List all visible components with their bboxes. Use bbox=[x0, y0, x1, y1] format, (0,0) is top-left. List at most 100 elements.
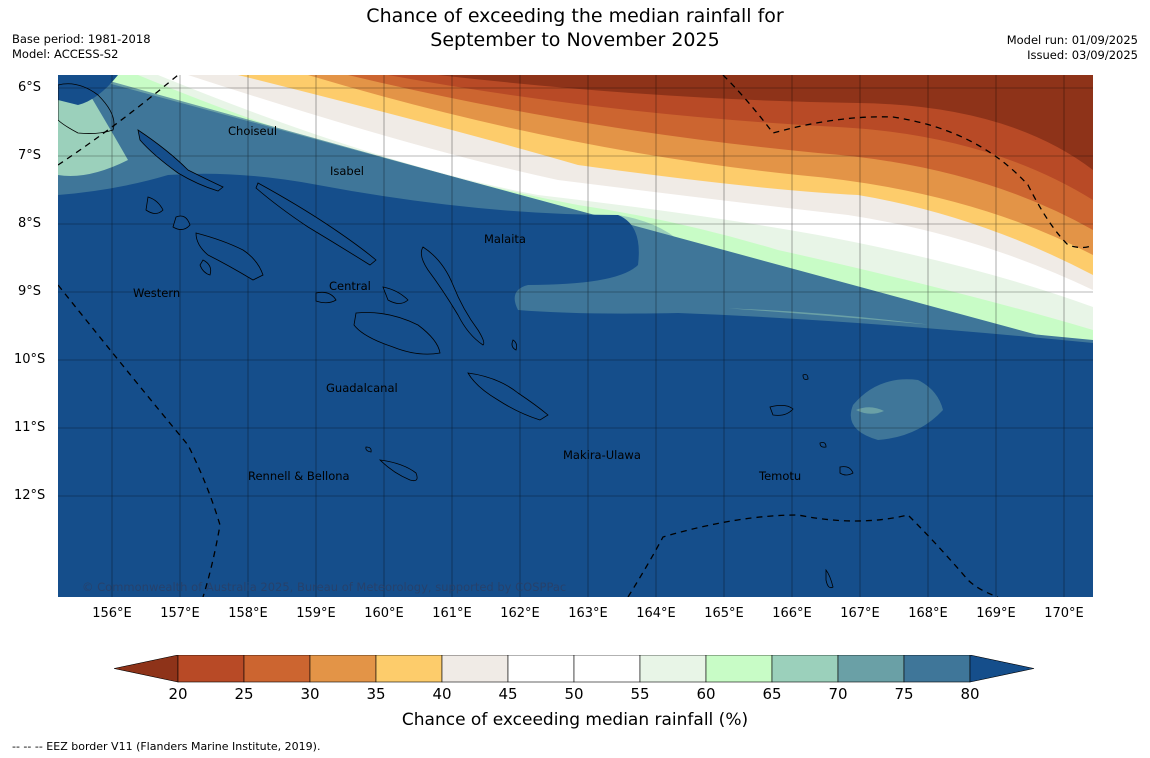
model-run: Model run: 01/09/2025 bbox=[1006, 33, 1138, 47]
region-guadalcanal: Guadalcanal bbox=[326, 381, 398, 395]
colorbar-segment bbox=[243, 654, 311, 683]
lon-label: 166°E bbox=[772, 606, 812, 621]
colorbar-tick-label: 25 bbox=[234, 685, 254, 703]
island-vanikoro bbox=[839, 466, 854, 476]
region-western: Western bbox=[133, 286, 181, 300]
lon-label: 169°E bbox=[976, 606, 1016, 621]
lat-label: 10°S bbox=[14, 352, 46, 367]
gridlines bbox=[58, 75, 1093, 597]
colorbar-tick-label: 70 bbox=[828, 685, 848, 703]
eez-border bbox=[58, 75, 1093, 597]
lon-label: 157°E bbox=[160, 606, 200, 621]
region-rennell-bellona: Rennell & Bellona bbox=[248, 469, 350, 483]
title-line-2: September to November 2025 bbox=[430, 29, 720, 51]
colorbar-tick-label: 55 bbox=[630, 685, 650, 703]
chart-title: Chance of exceeding the median rainfall … bbox=[0, 4, 1150, 52]
colorbar-tick-label: 20 bbox=[168, 685, 188, 703]
colorbar-segment bbox=[705, 654, 773, 683]
region-malaita: Malaita bbox=[484, 232, 526, 246]
top-left-corner bbox=[58, 75, 118, 105]
lat-label: 7°S bbox=[18, 148, 42, 163]
colorbar-tick-label: 30 bbox=[300, 685, 320, 703]
lon-label: 167°E bbox=[840, 606, 880, 621]
title-line-1: Chance of exceeding the median rainfall … bbox=[366, 5, 784, 27]
colorbar-label: Chance of exceeding median rainfall (%) bbox=[401, 710, 749, 730]
lat-label: 11°S bbox=[14, 420, 46, 435]
colorbar-segment bbox=[177, 654, 245, 683]
colorbar-segment bbox=[903, 654, 971, 683]
island-makira bbox=[467, 372, 549, 421]
lat-label: 12°S bbox=[14, 488, 46, 503]
lon-label: 168°E bbox=[908, 606, 948, 621]
copyright-notice: © Commonwealth of Australia 2025, Bureau… bbox=[82, 580, 567, 594]
colorbar-segment bbox=[507, 654, 575, 683]
island-reef bbox=[802, 374, 809, 380]
region-isabel: Isabel bbox=[330, 164, 365, 178]
lat-label: 8°S bbox=[18, 216, 42, 231]
meta-right: Model run: 01/09/2025 Issued: 03/09/2025 bbox=[1007, 33, 1138, 63]
region-central: Central bbox=[329, 279, 371, 293]
island-choiseul bbox=[137, 129, 224, 192]
colorbar-tick-label: 60 bbox=[696, 685, 716, 703]
colorbar-tick-label: 35 bbox=[366, 685, 386, 703]
meta-left: Base period: 1981-2018 Model: ACCESS-S2 bbox=[12, 32, 151, 62]
colorbar-segment bbox=[375, 654, 443, 683]
island-santa-cruz bbox=[769, 405, 794, 416]
colorbar-tick-label: 45 bbox=[498, 685, 518, 703]
lon-label: 162°E bbox=[500, 606, 540, 621]
temotu-anomaly bbox=[850, 379, 943, 440]
lon-label: 161°E bbox=[432, 606, 472, 621]
island-florida bbox=[315, 291, 337, 304]
colorbar-segment bbox=[837, 654, 905, 683]
rainfall-map bbox=[58, 75, 1093, 597]
lat-label: 9°S bbox=[18, 284, 42, 299]
map-canvas bbox=[58, 75, 1093, 597]
island-vella bbox=[145, 196, 164, 214]
colorbar bbox=[113, 654, 1036, 689]
island-isabel bbox=[255, 182, 377, 266]
island-tikopia bbox=[819, 442, 827, 448]
colorbar-tick-label: 80 bbox=[960, 685, 980, 703]
island-anuta bbox=[825, 568, 834, 589]
lon-label: 158°E bbox=[228, 606, 268, 621]
temotu-anomaly-inner bbox=[856, 407, 884, 414]
colorbar-extend-low bbox=[113, 654, 179, 683]
region-temotu: Temotu bbox=[759, 469, 802, 483]
issued-date: Issued: 03/09/2025 bbox=[1027, 48, 1138, 62]
lat-label: 6°S bbox=[18, 80, 42, 95]
eez-note: -- -- -- EEZ border V11 (Flanders Marine… bbox=[12, 740, 321, 753]
base-period: Base period: 1981-2018 bbox=[12, 32, 151, 46]
island-russell bbox=[382, 286, 409, 304]
island-rennell bbox=[378, 459, 418, 482]
colorbar-svg bbox=[113, 654, 1035, 683]
island-new-georgia bbox=[195, 232, 264, 281]
islands bbox=[58, 83, 854, 589]
lon-label: 170°E bbox=[1044, 606, 1084, 621]
lon-label: 164°E bbox=[636, 606, 676, 621]
band-above-80 bbox=[58, 173, 1093, 597]
island-guadalcanal bbox=[353, 312, 441, 355]
colorbar-tick-label: 40 bbox=[432, 685, 452, 703]
colorbar-segment bbox=[309, 654, 377, 683]
island-bellona bbox=[365, 446, 372, 453]
colorbar-tick-label: 65 bbox=[762, 685, 782, 703]
model-name: Model: ACCESS-S2 bbox=[12, 47, 119, 61]
lon-label: 165°E bbox=[704, 606, 744, 621]
colorbar-tick-label: 50 bbox=[564, 685, 584, 703]
colorbar-segment bbox=[771, 654, 839, 683]
colorbar-segment bbox=[639, 654, 707, 683]
island-bougainville bbox=[58, 83, 115, 134]
colorbar-extend-high bbox=[969, 654, 1035, 683]
colorbar-segment bbox=[441, 654, 509, 683]
island-rendova bbox=[199, 259, 212, 276]
lon-label: 156°E bbox=[92, 606, 132, 621]
lon-label: 159°E bbox=[296, 606, 336, 621]
lon-label: 160°E bbox=[364, 606, 404, 621]
colorbar-segment bbox=[573, 654, 641, 683]
lon-label: 163°E bbox=[568, 606, 608, 621]
island-ulawa bbox=[511, 339, 517, 351]
region-makira-ulawa: Makira-Ulawa bbox=[563, 448, 641, 462]
island-malaita bbox=[420, 246, 485, 346]
region-choiseul: Choiseul bbox=[228, 124, 278, 138]
island-kolombangara bbox=[172, 215, 191, 230]
